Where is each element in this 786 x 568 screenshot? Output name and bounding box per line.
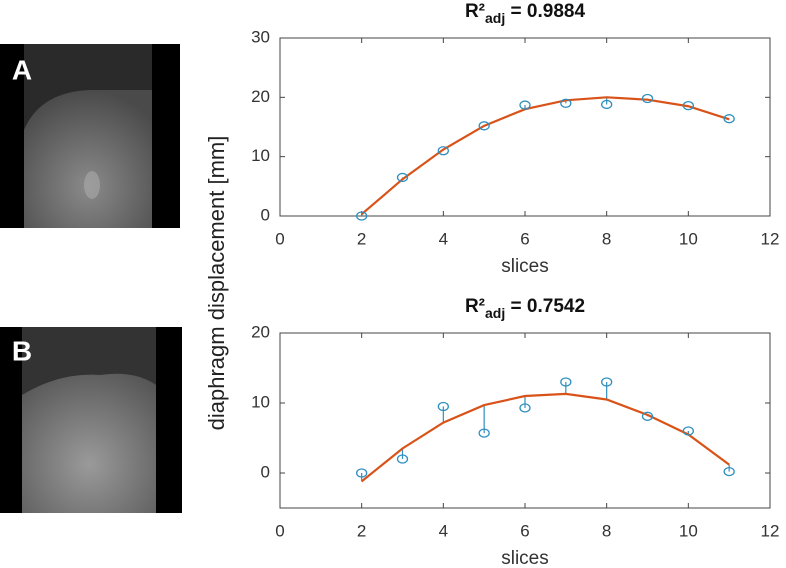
x-tick-label: 2	[357, 229, 366, 248]
data-point	[437, 146, 449, 156]
data-point	[601, 377, 613, 387]
y-tick-label: 10	[251, 146, 270, 165]
x-tick-label: 4	[439, 229, 448, 248]
x-tick-label: 6	[520, 229, 529, 248]
panel-label: B	[12, 335, 32, 366]
x-tick-label: 4	[439, 521, 448, 540]
data-point	[601, 99, 613, 110]
title-sub: adj	[485, 10, 505, 26]
data-point	[723, 466, 735, 477]
data-point	[682, 426, 694, 436]
chart-title: R²adj = 0.9884	[465, 1, 585, 26]
data-point	[519, 100, 531, 110]
y-tick-label: 0	[261, 205, 270, 224]
plot-area	[279, 332, 771, 509]
image-a	[0, 44, 180, 228]
data-point	[519, 403, 531, 413]
data-point	[396, 172, 409, 183]
x-tick-label: 12	[761, 229, 780, 248]
x-tick-label: 2	[357, 521, 366, 540]
y-tick-label: 0	[261, 462, 270, 481]
title-base: R²	[465, 296, 485, 317]
data-point	[396, 454, 409, 464]
data-point	[478, 428, 490, 438]
chart-title: R²adj = 0.7542	[465, 296, 585, 321]
y-tick-label: 20	[251, 322, 270, 341]
panel-label: A	[12, 54, 32, 85]
data-point	[560, 377, 572, 387]
x-tick-label: 8	[602, 521, 611, 540]
y-axis-label: diaphragm displacement [mm]	[204, 136, 229, 431]
title-base: R²	[465, 1, 485, 22]
data-point	[437, 401, 449, 412]
x-tick-label: 10	[679, 521, 698, 540]
x-tick-label: 12	[761, 521, 780, 540]
fit-line	[360, 392, 730, 483]
x-tick-label: 8	[602, 229, 611, 248]
x-tick-label: 0	[275, 521, 284, 540]
title-sub: adj	[485, 305, 505, 321]
y-tick-label: 10	[251, 392, 270, 411]
plot-area	[279, 37, 771, 217]
fit-line	[360, 96, 730, 216]
y-tick-label: 30	[251, 27, 270, 46]
title-rest: = 0.7542	[505, 296, 585, 317]
x-tick-label: 0	[275, 229, 284, 248]
x-axis-label: slices	[501, 256, 549, 277]
data-point	[356, 211, 368, 221]
data-point	[641, 411, 654, 421]
data-point	[723, 114, 735, 124]
image-b	[0, 327, 182, 513]
data-point	[682, 100, 694, 111]
data-point	[560, 98, 572, 108]
y-tick-label: 20	[251, 87, 270, 106]
x-axis-label: slices	[501, 548, 549, 568]
x-tick-label: 10	[679, 229, 698, 248]
data-point	[478, 121, 490, 131]
title-rest: = 0.9884	[505, 1, 585, 22]
data-point	[356, 468, 368, 478]
data-point	[641, 93, 654, 104]
x-tick-label: 6	[520, 521, 529, 540]
